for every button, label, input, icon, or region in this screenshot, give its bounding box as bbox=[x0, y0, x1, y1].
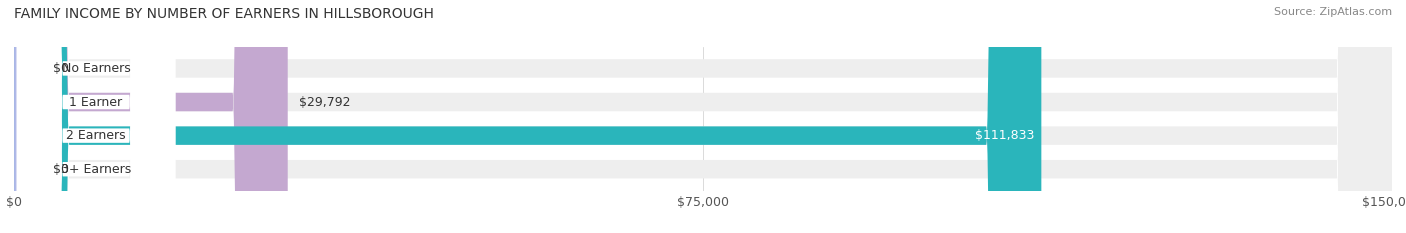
Text: 1 Earner: 1 Earner bbox=[69, 96, 122, 109]
FancyBboxPatch shape bbox=[17, 0, 176, 233]
FancyBboxPatch shape bbox=[14, 0, 1392, 233]
FancyBboxPatch shape bbox=[17, 0, 176, 233]
Text: FAMILY INCOME BY NUMBER OF EARNERS IN HILLSBOROUGH: FAMILY INCOME BY NUMBER OF EARNERS IN HI… bbox=[14, 7, 434, 21]
FancyBboxPatch shape bbox=[14, 0, 1392, 233]
FancyBboxPatch shape bbox=[14, 0, 288, 233]
Text: $0: $0 bbox=[52, 62, 69, 75]
FancyBboxPatch shape bbox=[17, 0, 176, 233]
Text: $0: $0 bbox=[52, 163, 69, 176]
FancyBboxPatch shape bbox=[14, 0, 42, 233]
FancyBboxPatch shape bbox=[17, 0, 176, 233]
Text: 3+ Earners: 3+ Earners bbox=[60, 163, 131, 176]
Text: $111,833: $111,833 bbox=[976, 129, 1035, 142]
FancyBboxPatch shape bbox=[14, 0, 1392, 233]
FancyBboxPatch shape bbox=[14, 0, 1042, 233]
Text: Source: ZipAtlas.com: Source: ZipAtlas.com bbox=[1274, 7, 1392, 17]
FancyBboxPatch shape bbox=[14, 0, 1392, 233]
FancyBboxPatch shape bbox=[14, 0, 42, 233]
Text: $29,792: $29,792 bbox=[298, 96, 350, 109]
Text: 2 Earners: 2 Earners bbox=[66, 129, 127, 142]
Text: No Earners: No Earners bbox=[62, 62, 131, 75]
